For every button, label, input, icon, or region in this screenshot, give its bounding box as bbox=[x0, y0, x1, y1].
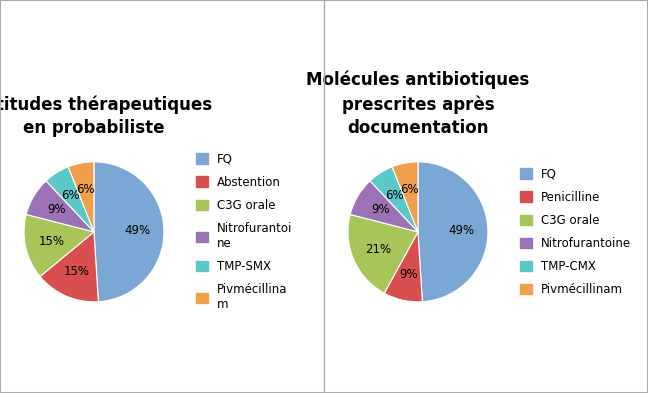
Wedge shape bbox=[94, 162, 164, 302]
Wedge shape bbox=[384, 232, 422, 302]
Wedge shape bbox=[350, 181, 418, 232]
Wedge shape bbox=[348, 215, 418, 293]
Wedge shape bbox=[392, 162, 418, 232]
Text: 49%: 49% bbox=[124, 224, 150, 237]
Wedge shape bbox=[46, 167, 94, 232]
Text: 15%: 15% bbox=[64, 265, 89, 278]
Text: 9%: 9% bbox=[399, 268, 418, 281]
Title: Attitudes thérapeutiques
en probabiliste: Attitudes thérapeutiques en probabiliste bbox=[0, 95, 213, 137]
Text: 9%: 9% bbox=[371, 203, 390, 216]
Text: 9%: 9% bbox=[47, 203, 66, 216]
Text: 21%: 21% bbox=[365, 242, 391, 255]
Legend: FQ, Abstention, C3G orale, Nitrofurantoi
ne, TMP-SMX, Pivmécillina
m: FQ, Abstention, C3G orale, Nitrofurantoi… bbox=[196, 153, 293, 311]
Title: Molécules antibiotiques
prescrites après
documentation: Molécules antibiotiques prescrites après… bbox=[307, 71, 529, 137]
Text: 6%: 6% bbox=[386, 189, 404, 202]
Wedge shape bbox=[40, 232, 98, 302]
Legend: FQ, Penicilline, C3G orale, Nitrofurantoine, TMP-CMX, Pivmécillinam: FQ, Penicilline, C3G orale, Nitrofuranto… bbox=[520, 168, 631, 296]
Text: 6%: 6% bbox=[62, 189, 80, 202]
Wedge shape bbox=[26, 181, 94, 232]
Text: 49%: 49% bbox=[448, 224, 474, 237]
Wedge shape bbox=[24, 215, 94, 277]
Text: 15%: 15% bbox=[39, 235, 65, 248]
Text: 6%: 6% bbox=[76, 183, 95, 196]
Text: 6%: 6% bbox=[400, 183, 419, 196]
Wedge shape bbox=[370, 167, 418, 232]
Wedge shape bbox=[418, 162, 488, 302]
Wedge shape bbox=[68, 162, 94, 232]
